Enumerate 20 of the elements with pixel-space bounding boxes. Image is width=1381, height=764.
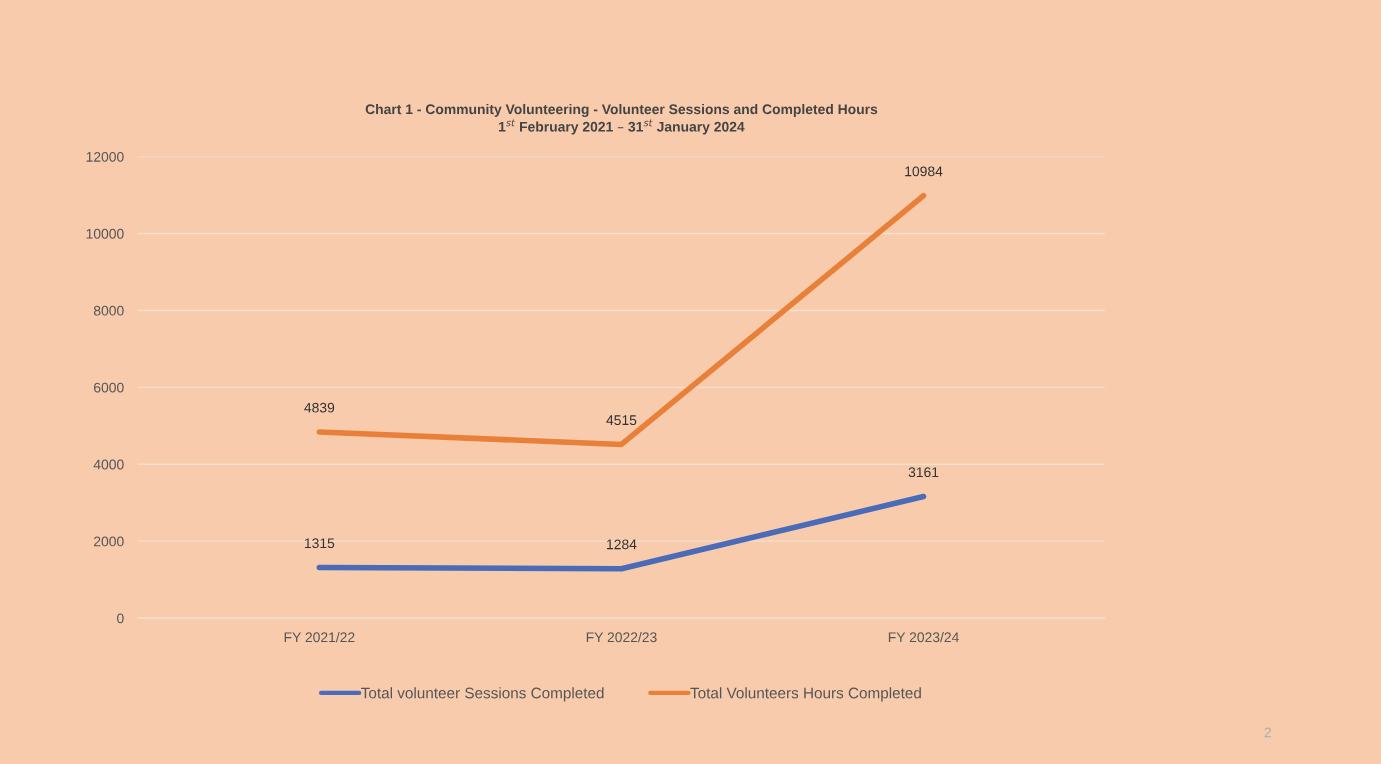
y-tick-label: 10000 <box>86 228 124 239</box>
data-label: 4839 <box>304 402 335 413</box>
x-tick-label: FY 2021/22 <box>284 631 355 643</box>
data-label: 3161 <box>908 467 939 478</box>
data-label: 1284 <box>607 539 637 550</box>
data-label: 1315 <box>304 538 335 549</box>
legend-label: Total volunteer Sessions Completed <box>361 687 604 702</box>
legend-label: Total Volunteers Hours Completed <box>690 687 921 702</box>
data-label: 10984 <box>905 166 943 177</box>
x-tick-label: FY 2022/23 <box>586 631 657 643</box>
text: 2 <box>1264 727 1271 738</box>
chart-title: Chart 1 - Community Volunteering - Volunteer Sessions and Completed Hours 1$^{st}$ February 2021 – 31$^{st}$ January 2024 <box>365 103 878 135</box>
data-label: 4515 <box>606 415 637 426</box>
x-tick-label: FY 2023/24 <box>888 631 959 643</box>
y-tick-label: 0 <box>117 613 124 624</box>
y-tick-label: 2000 <box>94 536 124 547</box>
y-tick-label: 6000 <box>94 382 124 393</box>
y-tick-label: 4000 <box>93 459 124 470</box>
y-tick-label: 8000 <box>93 305 124 316</box>
y-tick-label: 12000 <box>86 151 124 162</box>
